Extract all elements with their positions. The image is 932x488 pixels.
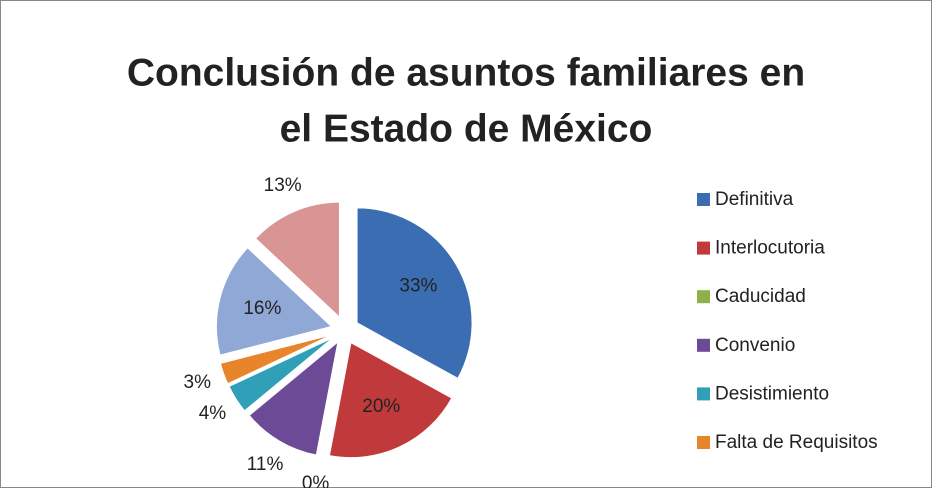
data-label: 16% [243,298,281,319]
legend-swatch [697,338,710,352]
pie-slice [228,337,334,412]
legend-swatch [697,241,710,255]
legend-swatch [697,387,710,401]
pie-slice [254,201,340,319]
data-label: 0% [302,473,330,488]
chart-title: el Estado de México [280,107,653,150]
legend-label: Interlocutoria [715,238,825,259]
data-label: 4% [199,403,227,424]
legend-label: Falta de Requisitos [715,432,878,453]
pie-slice [215,247,333,356]
data-label: 33% [399,276,437,297]
chart-title: Conclusión de asuntos familiares en [127,51,805,94]
legend-swatch [697,436,710,449]
legend-label: Convenio [715,335,795,356]
pie-slice [320,343,343,457]
pie-slice [219,334,333,385]
legend-label: Definitiva [715,189,794,210]
pie-slice [248,340,339,456]
legend-label: Desistimiento [715,383,829,404]
pie-slice [328,341,453,459]
data-label: 11% [247,454,284,475]
data-label: 20% [362,396,400,417]
data-label: 13% [264,175,302,196]
legend-label: Caducidad [715,286,806,307]
legend-swatch [697,290,710,304]
data-label: 3% [184,372,212,393]
pie-slice [356,207,473,379]
legend-swatch [697,193,710,206]
